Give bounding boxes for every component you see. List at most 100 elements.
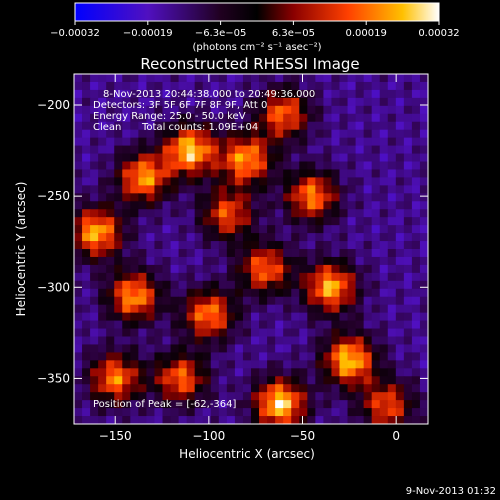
heatmap-cell: [323, 89, 332, 99]
heatmap-cell: [347, 169, 356, 178]
heatmap-cell: [130, 201, 139, 210]
heatmap-cell: [267, 400, 276, 409]
heatmap-cell: [234, 392, 244, 401]
heatmap-cell: [347, 368, 356, 377]
heatmap-cell: [82, 384, 91, 393]
heatmap-cell: [122, 129, 131, 139]
heatmap-cell: [251, 137, 260, 146]
heatmap-cell: [186, 97, 196, 107]
heatmap-cell: [106, 89, 115, 99]
heatmap-cell: [323, 233, 332, 242]
heatmap-cell: [98, 408, 107, 417]
heatmap-cell: [90, 121, 99, 131]
y-tick-label: −350: [37, 371, 70, 385]
heatmap-cell: [395, 145, 405, 154]
heatmap-cell: [291, 344, 300, 353]
heatmap-cell: [347, 113, 356, 123]
heatmap-cell: [186, 74, 196, 83]
heatmap-cell: [283, 408, 292, 417]
heatmap-cell: [267, 193, 276, 202]
heatmap-cell: [347, 241, 356, 250]
heatmap-cell: [291, 336, 300, 345]
x-tick-label: −50: [290, 429, 315, 443]
heatmap-cell: [202, 264, 212, 274]
heatmap-cell: [226, 336, 236, 345]
heatmap-cell: [363, 400, 373, 409]
heatmap-cell: [323, 249, 332, 258]
heatmap-cell: [202, 288, 212, 298]
heatmap-cell: [267, 161, 276, 170]
heatmap-cell: [339, 280, 348, 290]
heatmap-cell: [154, 392, 163, 401]
heatmap-cell: [186, 137, 196, 146]
heatmap-cell: [355, 209, 365, 218]
heatmap-cell: [419, 209, 429, 218]
heatmap-cell: [403, 392, 413, 401]
heatmap-cell: [114, 113, 123, 123]
heatmap-cell: [355, 280, 365, 290]
heatmap-cell: [419, 113, 429, 123]
heatmap-cell: [259, 249, 268, 258]
heatmap-cell: [259, 256, 268, 266]
x-tick-label: −100: [192, 429, 225, 443]
heatmap-cell: [387, 89, 397, 99]
heatmap-cell: [355, 328, 365, 337]
heatmap-cell: [218, 376, 228, 385]
heatmap-cell: [379, 336, 389, 345]
heatmap-cell: [395, 384, 405, 393]
heatmap-cell: [403, 272, 413, 282]
heatmap-cell: [146, 233, 155, 242]
heatmap-cell: [82, 113, 91, 123]
heatmap-cell: [202, 241, 212, 250]
heatmap-cell: [98, 169, 107, 178]
heatmap-cell: [106, 360, 115, 369]
heatmap-cell: [138, 400, 147, 409]
heatmap-cell: [194, 368, 204, 377]
heatmap-cell: [130, 129, 139, 139]
heatmap-cell: [90, 193, 99, 202]
heatmap-cell: [307, 217, 316, 226]
heatmap-cell: [251, 233, 260, 242]
heatmap-cell: [403, 74, 413, 83]
heatmap-cell: [283, 328, 292, 337]
heatmap-cell: [363, 368, 373, 377]
heatmap-cell: [186, 384, 196, 393]
heatmap-cell: [186, 352, 196, 361]
heatmap-cell: [234, 336, 244, 345]
heatmap-cell: [90, 320, 99, 329]
heatmap-cell: [395, 74, 405, 83]
heatmap-cell: [82, 137, 91, 146]
heatmap-cell: [82, 169, 91, 178]
heatmap-cell: [234, 376, 244, 385]
heatmap-cell: [411, 137, 421, 146]
heatmap-cell: [226, 264, 236, 274]
heatmap-cell: [226, 201, 236, 210]
heatmap-cell: [267, 153, 276, 162]
heatmap-cell: [106, 384, 115, 393]
heatmap-cell: [355, 129, 365, 139]
heatmap-cell: [74, 209, 83, 218]
heatmap-cell: [403, 217, 413, 226]
heatmap-cell: [194, 217, 204, 226]
heatmap-cell: [259, 81, 268, 91]
heatmap-cell: [162, 344, 171, 353]
heatmap-cell: [122, 272, 131, 282]
heatmap-cell: [371, 233, 381, 242]
heatmap-cell: [363, 145, 373, 154]
heatmap-cell: [194, 249, 204, 258]
heatmap-cell: [170, 360, 179, 369]
heatmap-cell: [154, 113, 163, 123]
heatmap-cell: [315, 209, 324, 218]
heatmap-cell: [339, 137, 348, 146]
heatmap-cell: [242, 97, 252, 107]
heatmap-cell: [178, 209, 188, 218]
heatmap-cell: [138, 408, 147, 417]
heatmap-cell: [347, 304, 356, 314]
heatmap-cell: [122, 312, 131, 321]
heatmap-cell: [114, 129, 123, 139]
heatmap-cell: [242, 161, 252, 170]
heatmap-cell: [146, 249, 155, 258]
heatmap-cell: [315, 312, 324, 321]
heatmap-cell: [387, 201, 397, 210]
heatmap-cell: [74, 328, 83, 337]
